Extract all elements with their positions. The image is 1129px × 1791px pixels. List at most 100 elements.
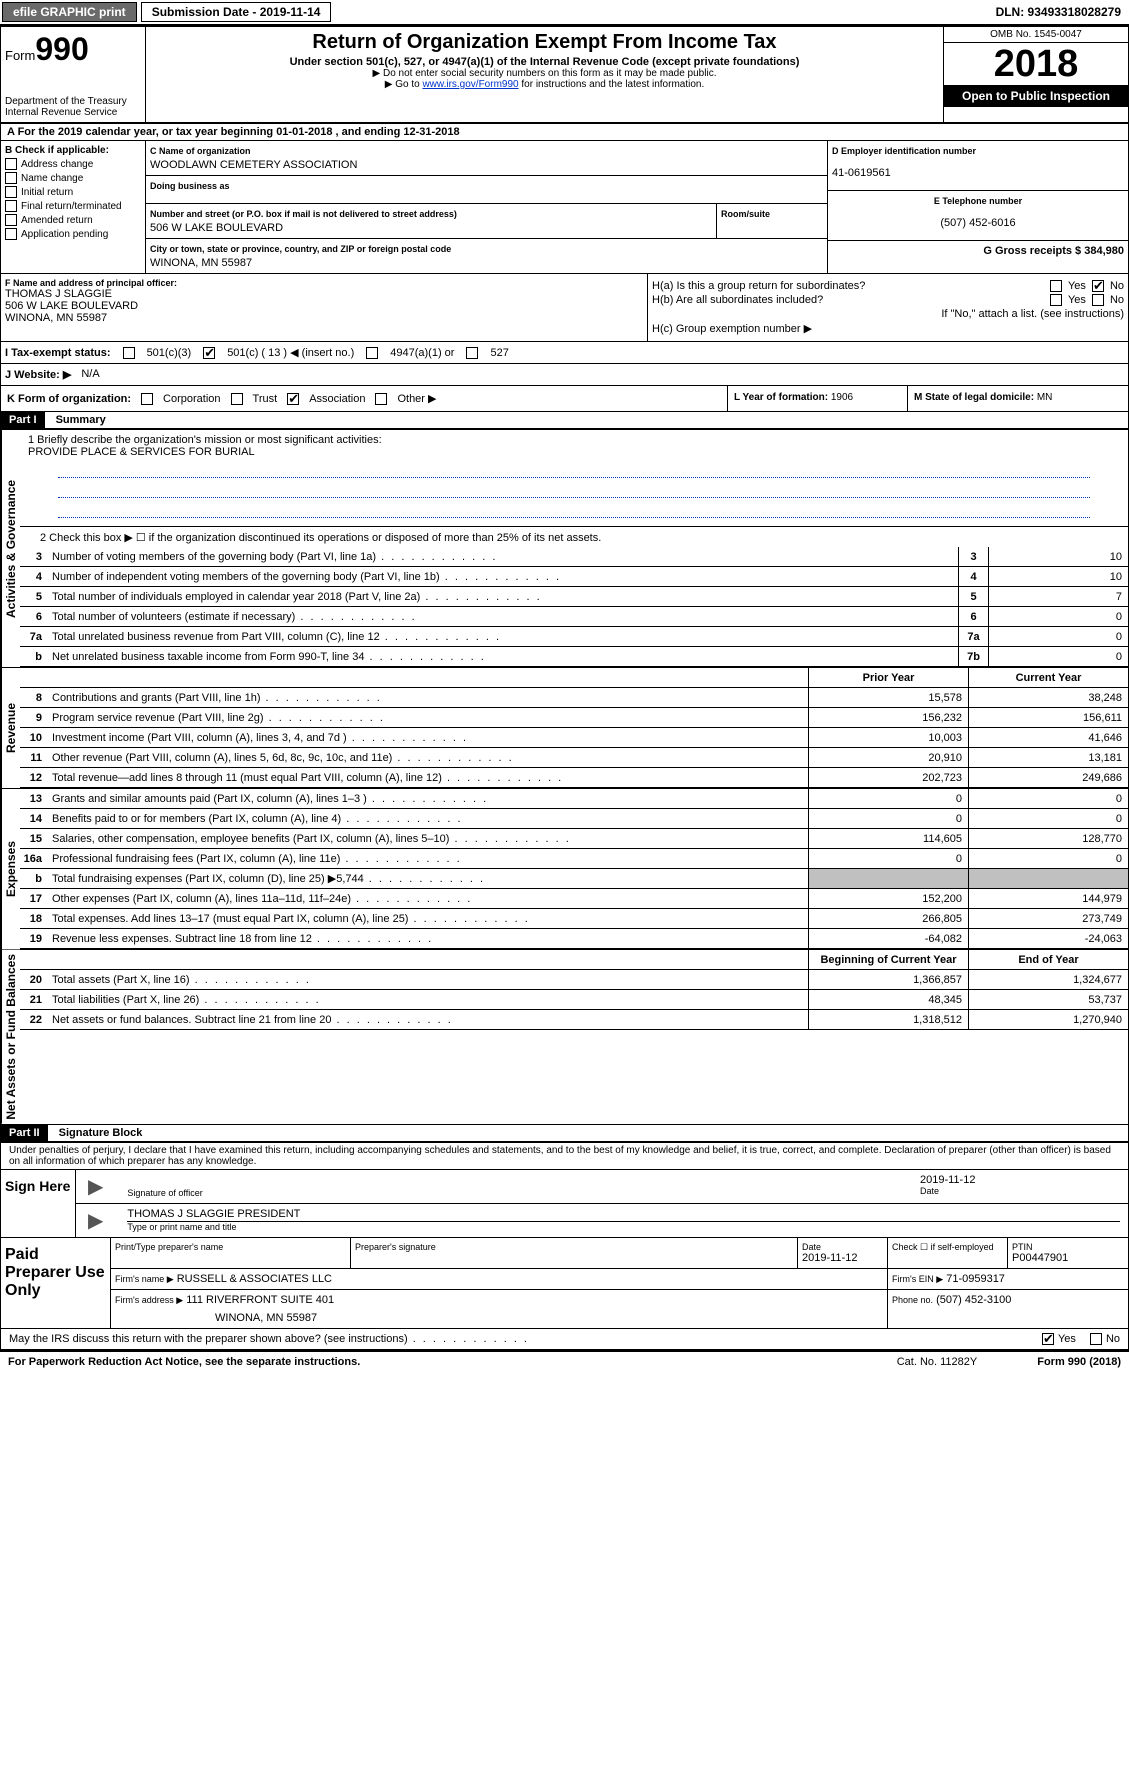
firm-addr2: WINONA, MN 55987 bbox=[215, 1312, 883, 1324]
table-row: 5 Total number of individuals employed i… bbox=[20, 587, 1128, 607]
dept-text: Department of the TreasuryInternal Reven… bbox=[5, 96, 141, 118]
website-label: J Website: ▶ bbox=[5, 368, 71, 381]
table-row: 6 Total number of volunteers (estimate i… bbox=[20, 607, 1128, 627]
chk-assoc[interactable] bbox=[287, 393, 299, 405]
l-value: 1906 bbox=[831, 392, 853, 403]
chk-amended[interactable] bbox=[5, 214, 17, 226]
firm-name-label: Firm's name ▶ bbox=[115, 1274, 174, 1284]
hb-no[interactable] bbox=[1092, 294, 1104, 306]
vert-revenue: Revenue bbox=[1, 668, 20, 788]
vert-netassets: Net Assets or Fund Balances bbox=[1, 950, 20, 1124]
top-bar: efile GRAPHIC print Submission Date - 20… bbox=[0, 0, 1129, 26]
paid-preparer-label: Paid Preparer Use Only bbox=[1, 1238, 111, 1328]
chk-corp[interactable] bbox=[141, 393, 153, 405]
chk-final-return[interactable] bbox=[5, 200, 17, 212]
submission-date: Submission Date - 2019-11-14 bbox=[141, 2, 332, 22]
chk-name-change[interactable] bbox=[5, 172, 17, 184]
table-row: 4 Number of independent voting members o… bbox=[20, 567, 1128, 587]
m-label: M State of legal domicile: bbox=[914, 392, 1034, 403]
chk-trust[interactable] bbox=[231, 393, 243, 405]
chk-501c[interactable] bbox=[203, 347, 215, 359]
table-row: 14 Benefits paid to or for members (Part… bbox=[20, 809, 1128, 829]
arrow-icon: ▶ bbox=[84, 1208, 107, 1233]
ptin-label: PTIN bbox=[1012, 1242, 1124, 1252]
chk-address-change[interactable] bbox=[5, 158, 17, 170]
line-a-tax-year: A For the 2019 calendar year, or tax yea… bbox=[0, 124, 1129, 141]
phone-value: (507) 452-6016 bbox=[832, 217, 1124, 229]
firm-ein-label: Firm's EIN ▶ bbox=[892, 1274, 943, 1284]
officer-group-section: F Name and address of principal officer:… bbox=[0, 274, 1129, 342]
paid-preparer-section: Paid Preparer Use Only Print/Type prepar… bbox=[0, 1238, 1129, 1329]
prep-sig-label: Preparer's signature bbox=[355, 1242, 793, 1252]
discuss-question: May the IRS discuss this return with the… bbox=[9, 1333, 1042, 1345]
ha-no[interactable] bbox=[1092, 280, 1104, 292]
room-label: Room/suite bbox=[721, 209, 770, 219]
k-label: K Form of organization: bbox=[7, 393, 131, 405]
chk-501c3[interactable] bbox=[123, 347, 135, 359]
table-row: 11 Other revenue (Part VIII, column (A),… bbox=[20, 748, 1128, 768]
table-row: 7a Total unrelated business revenue from… bbox=[20, 627, 1128, 647]
table-row: 9 Program service revenue (Part VIII, li… bbox=[20, 708, 1128, 728]
org-name: WOODLAWN CEMETERY ASSOCIATION bbox=[150, 159, 823, 171]
hb-label: H(b) Are all subordinates included? bbox=[652, 294, 1044, 306]
box-b-label: B Check if applicable: bbox=[5, 145, 141, 156]
dba-label: Doing business as bbox=[150, 181, 230, 191]
street-value: 506 W LAKE BOULEVARD bbox=[150, 222, 712, 234]
officer-label: F Name and address of principal officer: bbox=[5, 278, 643, 288]
form-ref: Form 990 (2018) bbox=[1037, 1356, 1121, 1368]
form-header: Form990 Department of the TreasuryIntern… bbox=[0, 26, 1129, 124]
sig-officer-label: Signature of officer bbox=[127, 1188, 900, 1198]
table-row: 18 Total expenses. Add lines 13–17 (must… bbox=[20, 909, 1128, 929]
ptin-value: P00447901 bbox=[1012, 1252, 1124, 1264]
omb-number: OMB No. 1545-0047 bbox=[944, 27, 1128, 43]
table-row: 20 Total assets (Part X, line 16) 1,366,… bbox=[20, 970, 1128, 990]
hdr-end-year: End of Year bbox=[968, 950, 1128, 969]
officer-addr1: 506 W LAKE BOULEVARD bbox=[5, 300, 643, 312]
chk-pending[interactable] bbox=[5, 228, 17, 240]
sign-here-label: Sign Here bbox=[1, 1170, 76, 1237]
prep-date-label: Date bbox=[802, 1242, 883, 1252]
form-prefix: Form bbox=[5, 48, 35, 63]
firm-ein: 71-0959317 bbox=[946, 1273, 1005, 1285]
mission-rule bbox=[58, 462, 1090, 478]
part1-netassets: Net Assets or Fund Balances Beginning of… bbox=[0, 950, 1129, 1125]
part2-header: Part II bbox=[1, 1125, 48, 1141]
line2: 2 Check this box ▶ ☐ if the organization… bbox=[20, 529, 1128, 546]
cat-number: Cat. No. 11282Y bbox=[897, 1356, 978, 1368]
chk-527[interactable] bbox=[466, 347, 478, 359]
chk-4947[interactable] bbox=[366, 347, 378, 359]
discuss-no[interactable] bbox=[1090, 1333, 1102, 1345]
vert-expenses: Expenses bbox=[1, 789, 20, 949]
org-info-section: B Check if applicable: Address change Na… bbox=[0, 141, 1129, 274]
prep-date: 2019-11-12 bbox=[802, 1252, 883, 1264]
firm-phone: (507) 452-3100 bbox=[936, 1294, 1011, 1306]
ha-label: H(a) Is this a group return for subordin… bbox=[652, 280, 1044, 292]
table-row: 19 Revenue less expenses. Subtract line … bbox=[20, 929, 1128, 949]
part2-title: Signature Block bbox=[51, 1125, 151, 1141]
mission-rule bbox=[58, 502, 1090, 518]
form-note-2: ▶ Go to www.irs.gov/Form990 for instruct… bbox=[154, 79, 935, 90]
table-row: 3 Number of voting members of the govern… bbox=[20, 547, 1128, 567]
org-name-label: C Name of organization bbox=[150, 146, 251, 156]
chk-initial-return[interactable] bbox=[5, 186, 17, 198]
ein-value: 41-0619561 bbox=[832, 167, 1124, 179]
table-row: 15 Salaries, other compensation, employe… bbox=[20, 829, 1128, 849]
gross-receipts-label: G Gross receipts $ bbox=[983, 245, 1081, 257]
pra-notice: For Paperwork Reduction Act Notice, see … bbox=[8, 1356, 897, 1368]
perjury-declaration: Under penalties of perjury, I declare th… bbox=[0, 1143, 1129, 1170]
chk-other[interactable] bbox=[375, 393, 387, 405]
hb-yes[interactable] bbox=[1050, 294, 1062, 306]
firm-phone-label: Phone no. bbox=[892, 1295, 933, 1305]
discuss-yes[interactable] bbox=[1042, 1333, 1054, 1345]
part-1: Part I Summary bbox=[0, 412, 1129, 430]
part1-revenue: Revenue Prior Year Current Year 8 Contri… bbox=[0, 668, 1129, 789]
ha-yes[interactable] bbox=[1050, 280, 1062, 292]
street-label: Number and street (or P.O. box if mail i… bbox=[150, 209, 457, 219]
table-row: 13 Grants and similar amounts paid (Part… bbox=[20, 789, 1128, 809]
form-number: 990 bbox=[35, 31, 88, 67]
irs-link[interactable]: www.irs.gov/Form990 bbox=[422, 79, 518, 90]
discuss-row: May the IRS discuss this return with the… bbox=[0, 1329, 1129, 1350]
sig-name-label: Type or print name and title bbox=[127, 1222, 1120, 1232]
prep-selfemp: Check ☐ if self-employed bbox=[892, 1242, 1003, 1253]
efile-button[interactable]: efile GRAPHIC print bbox=[2, 2, 137, 22]
